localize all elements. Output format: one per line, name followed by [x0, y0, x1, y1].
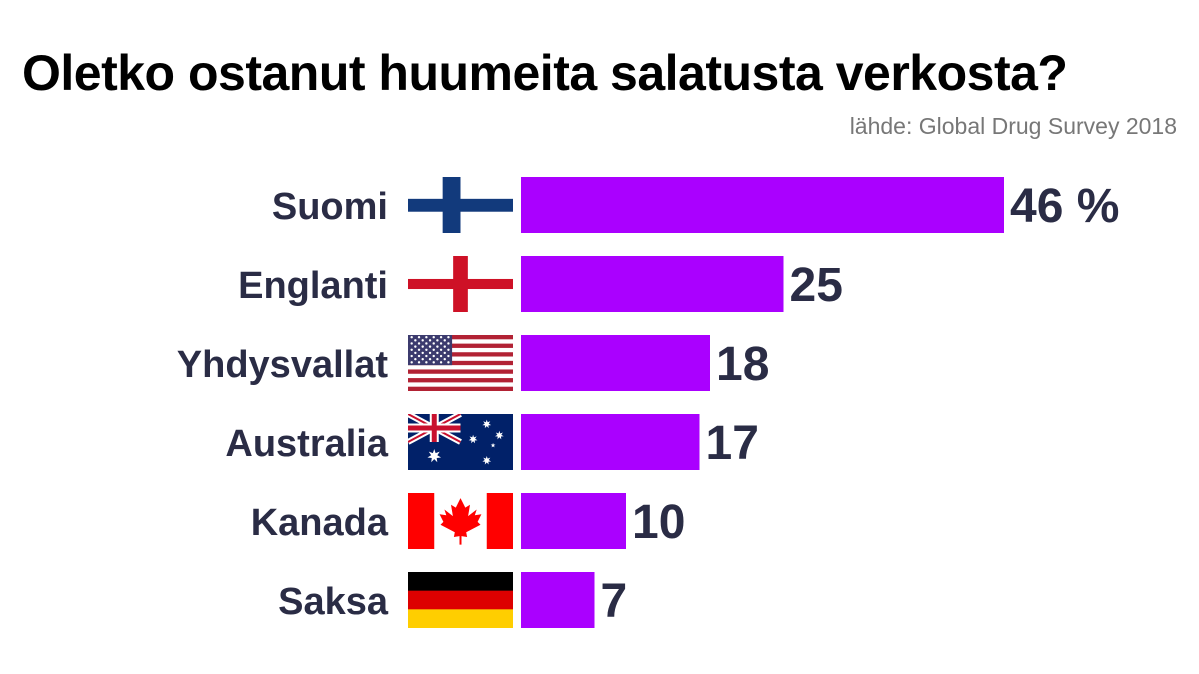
value-label-yhdysvallat: 18: [716, 338, 769, 391]
bar-australia: [521, 414, 700, 470]
england-flag-icon: [408, 256, 513, 312]
usa-flag-icon: [408, 335, 513, 391]
chart-source: lähde: Global Drug Survey 2018: [849, 113, 1177, 139]
australia-flag-icon: [408, 414, 513, 470]
category-label-englanti: Englanti: [238, 265, 388, 307]
canada-flag-icon: [408, 493, 513, 549]
category-label-suomi: Suomi: [272, 186, 388, 228]
value-label-saksa: 7: [601, 575, 628, 628]
category-label-kanada: Kanada: [251, 502, 389, 544]
bar-suomi: [521, 177, 1004, 233]
chart-title: Oletko ostanut huumeita salatusta verkos…: [22, 45, 1068, 101]
bar-saksa: [521, 572, 595, 628]
category-label-yhdysvallat: Yhdysvallat: [177, 344, 389, 386]
bar-yhdysvallat: [521, 335, 710, 391]
finland-flag-icon: [408, 177, 513, 233]
value-label-suomi: 46 %: [1010, 180, 1119, 233]
bar-englanti: [521, 256, 784, 312]
germany-flag-icon: [408, 572, 513, 628]
value-label-australia: 17: [706, 417, 759, 470]
category-label-saksa: Saksa: [278, 581, 389, 623]
bar-kanada: [521, 493, 626, 549]
category-label-australia: Australia: [225, 423, 388, 465]
value-label-englanti: 25: [790, 259, 843, 312]
value-label-kanada: 10: [632, 496, 685, 549]
